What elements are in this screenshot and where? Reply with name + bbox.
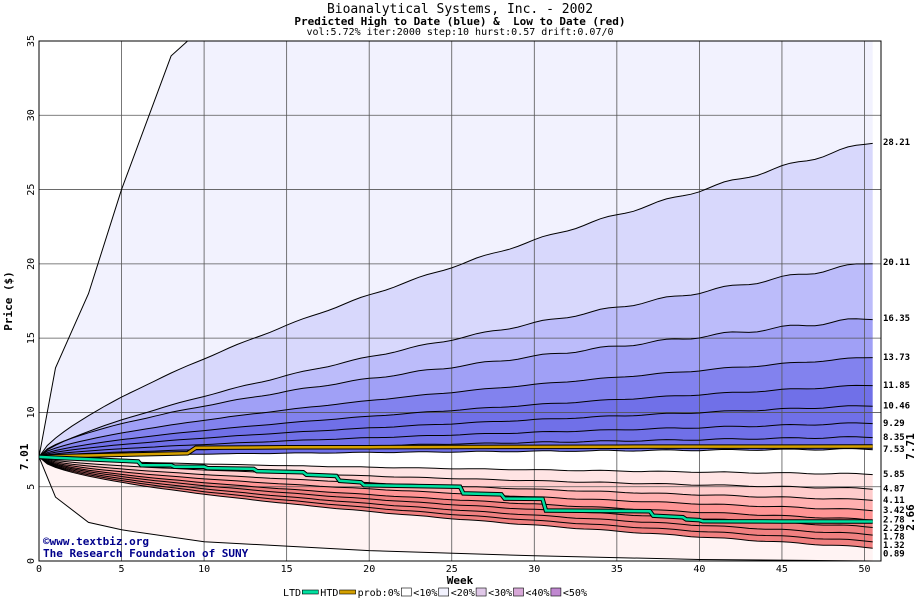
- x-tick-label-20: 20: [363, 564, 375, 575]
- end-label-2-78: 2.78: [883, 516, 905, 526]
- band-low-2: [39, 456, 873, 501]
- legend-b20-label: <20%: [451, 588, 475, 599]
- y-tick-label-30: 30: [26, 109, 37, 121]
- y-tick-label-10: 10: [26, 406, 37, 418]
- end-label-4-11: 4.11: [883, 496, 905, 506]
- low-percentile-line-8: [39, 456, 873, 543]
- band-low-8: [39, 456, 873, 549]
- legend-swatch-30: [513, 587, 524, 597]
- end-label-9-29: 9.29: [883, 419, 905, 429]
- low-percentile-line-5: [39, 456, 873, 521]
- y-tick-label-0: 0: [26, 558, 37, 564]
- high-percentile-line-7: [39, 422, 873, 458]
- chart-subtitle: Predicted High to Date (blue) & Low to D…: [294, 15, 626, 28]
- y-tick-label-15: 15: [26, 332, 37, 344]
- legend-swatch-40: [550, 587, 562, 597]
- plot-area: [39, 41, 881, 561]
- band-high-outer: [39, 41, 873, 457]
- end-label-5-85: 5.85: [883, 470, 905, 480]
- x-tick-label-50: 50: [858, 564, 870, 575]
- legend-htd-swatch: [339, 589, 356, 595]
- legend-prob-label: prob:0%: [358, 588, 400, 599]
- x-tick-label-10: 10: [198, 564, 210, 575]
- ltd-end-label: 2.66: [904, 504, 917, 531]
- band-high-1: [39, 143, 873, 457]
- x-tick-label-35: 35: [611, 564, 623, 575]
- low-percentile-line-9: [39, 456, 873, 549]
- high-percentile-line-2: [39, 263, 873, 458]
- x-axis-label: Week: [447, 574, 474, 587]
- y-tick-label-5: 5: [26, 484, 37, 490]
- band-high-2: [39, 263, 873, 457]
- plot-frame: [38, 40, 882, 562]
- legend-b30-label: <30%: [488, 588, 512, 599]
- legend-ltd-swatch: [301, 589, 319, 595]
- x-tick-label-25: 25: [446, 564, 458, 575]
- end-label-16-35: 16.35: [883, 314, 910, 324]
- band-low-outer: [39, 456, 873, 561]
- high-percentile-line-8: [39, 436, 873, 458]
- x-tick-label-45: 45: [776, 564, 788, 575]
- legend-b40-label: <40%: [526, 588, 550, 599]
- end-label-8-35: 8.35: [883, 433, 905, 443]
- end-label-11-85: 11.85: [883, 381, 910, 391]
- legend-b10-label: <10%: [413, 588, 437, 599]
- legend-swatch-10: [438, 587, 450, 597]
- y-tick-label-20: 20: [26, 258, 37, 270]
- high-percentile-line-6: [39, 405, 873, 458]
- low-percentile-line-7: [39, 456, 873, 536]
- htd-end-label: 7.71: [904, 433, 917, 460]
- band-low-6: [39, 456, 873, 536]
- legend-swatch-0: [400, 587, 412, 597]
- band-low-4: [39, 456, 873, 521]
- high-percentile-line-3: [39, 318, 873, 458]
- credit-organization: The Research Foundation of SUNY: [43, 547, 249, 560]
- end-label-7-53: 7.53: [883, 445, 905, 455]
- y-tick-label-25: 25: [26, 184, 37, 196]
- end-label-0-89: 0.89: [883, 550, 905, 560]
- high-percentile-line-1: [39, 142, 873, 458]
- band-high-3: [39, 318, 873, 457]
- chart-parameters: vol:5.72% iter:2000 step:10 hurst:0.57 d…: [306, 27, 614, 38]
- band-low-7: [39, 456, 873, 542]
- end-label-1-32: 1.32: [883, 541, 905, 551]
- x-tick-label-5: 5: [119, 564, 125, 575]
- band-high-6: [39, 405, 873, 457]
- end-label-10-46: 10.46: [883, 402, 910, 412]
- legend-ltd-label: LTD: [283, 588, 301, 599]
- band-high-4: [39, 357, 873, 457]
- end-label-20-11: 20.11: [883, 258, 910, 268]
- x-tick-label-40: 40: [693, 564, 705, 575]
- end-label-3-42: 3.42: [883, 506, 905, 516]
- legend: LTD HTD prob:0% <10% <20% <30% <40% <50%: [283, 587, 587, 599]
- end-label-4-87: 4.87: [883, 485, 905, 495]
- legend-swatch-20: [475, 587, 487, 597]
- credit-site: ©www.textbiz.org: [43, 535, 149, 548]
- end-label-2-29: 2.29: [883, 524, 905, 534]
- high-percentile-line-5: [39, 384, 873, 458]
- x-tick-label-15: 15: [281, 564, 293, 575]
- max-envelope-line: [39, 41, 195, 457]
- htd-line: [39, 445, 873, 459]
- end-label-28-21: 28.21: [883, 138, 910, 148]
- ltd-line: [39, 455, 873, 523]
- legend-htd-label: HTD: [320, 588, 338, 599]
- band-high-7: [39, 422, 873, 457]
- high-percentile-line-4: [39, 357, 873, 458]
- y-axis-label: Price ($): [2, 271, 15, 331]
- start-price-label: 7.01: [18, 443, 31, 470]
- y-tick-label-35: 35: [26, 35, 37, 47]
- end-label-13-73: 13.73: [883, 353, 910, 363]
- low-percentile-line-4: [39, 456, 873, 512]
- min-envelope-line: [39, 456, 873, 561]
- chart-title: Bioanalytical Systems, Inc. - 2002: [326, 2, 594, 17]
- legend-b50-label: <50%: [563, 588, 587, 599]
- end-label-1-78: 1.78: [883, 533, 905, 543]
- band-high-5: [39, 385, 873, 457]
- x-tick-label-30: 30: [528, 564, 540, 575]
- band-low-3: [39, 456, 873, 511]
- low-percentile-line-1: [39, 456, 873, 476]
- x-tick-label-0: 0: [36, 564, 42, 575]
